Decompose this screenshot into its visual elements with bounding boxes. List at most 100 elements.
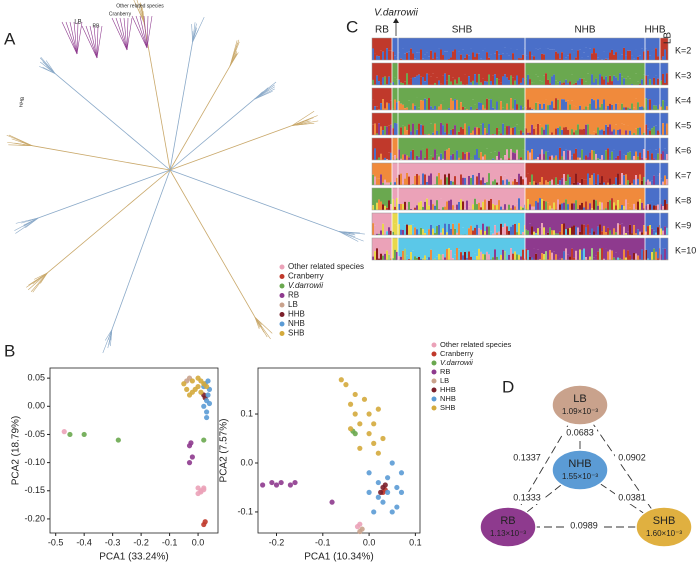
structure-segment (418, 74, 421, 85)
structure-segment (414, 113, 417, 135)
structure-segment (543, 38, 546, 55)
structure-segment (472, 80, 475, 85)
structure-segment (430, 173, 433, 185)
structure-segment (653, 63, 656, 78)
node-diversity: 1.13×10⁻³ (490, 529, 526, 538)
structure-segment (615, 88, 618, 104)
structure-segment (609, 38, 612, 53)
y-tick-label: -0.15 (24, 485, 45, 495)
structure-segment (404, 126, 407, 135)
structure-segment (617, 38, 620, 50)
structure-segment (537, 138, 540, 158)
structure-row (372, 38, 669, 60)
structure-segment (446, 123, 449, 135)
structure-segment (662, 123, 665, 135)
structure-segment (434, 63, 437, 84)
structure-segment (394, 55, 397, 60)
point (273, 482, 280, 488)
structure-segment (380, 113, 383, 127)
structure-segment (514, 251, 517, 260)
structure-segment (549, 49, 552, 60)
structure-segment (482, 123, 485, 135)
point (361, 396, 368, 402)
structure-segment (585, 138, 588, 156)
structure-segment (629, 188, 632, 208)
structure-segment (426, 73, 429, 85)
structure-segment (561, 213, 564, 225)
structure-segment (434, 113, 437, 124)
structure-segment (406, 73, 409, 85)
structure-segment (506, 77, 509, 85)
structure-segment (529, 88, 532, 108)
structure-segment (522, 179, 525, 185)
structure-segment (625, 38, 628, 56)
structure-segment (374, 106, 377, 110)
structure-segment (432, 228, 435, 235)
point (287, 482, 293, 488)
structure-segment (426, 99, 429, 110)
structure-segment (547, 163, 550, 183)
structure-segment (478, 138, 481, 159)
structure-segment (460, 88, 463, 103)
structure-segment (575, 88, 578, 107)
structure-segment (388, 188, 391, 201)
structure-segment (581, 188, 584, 203)
structure-segment (603, 238, 606, 259)
structure-segment (426, 188, 429, 199)
structure-segment (609, 249, 612, 260)
structure-segment (498, 188, 501, 201)
structure-segment (484, 108, 487, 110)
structure-segment (635, 238, 638, 254)
structure-segment (404, 238, 407, 249)
structure-segment (593, 238, 596, 258)
structure-segment (569, 81, 572, 85)
structure-segment (504, 47, 507, 60)
structure-segment (633, 88, 636, 108)
structure-segment (458, 131, 461, 135)
structure-segment (462, 63, 465, 85)
structure-segment (522, 163, 525, 180)
structure-segment (631, 238, 634, 260)
structure-segment (516, 49, 519, 60)
structure-segment (581, 113, 584, 130)
structure-segment (398, 213, 401, 225)
structure-segment (458, 51, 461, 60)
structure-segment (662, 138, 665, 152)
structure-segment (619, 38, 622, 53)
structure-segment (452, 63, 455, 78)
edge-label: 0.1337 (513, 452, 541, 462)
point (375, 494, 381, 500)
structure-segment (561, 99, 564, 110)
structure-segment (502, 107, 505, 110)
structure-segment (456, 99, 459, 110)
structure-segment (394, 213, 397, 224)
structure-segment (480, 82, 483, 85)
structure-segment (555, 177, 558, 185)
structure-segment (527, 173, 530, 185)
structure-segment (651, 228, 654, 235)
structure-segment (571, 188, 574, 204)
structure-segment (660, 63, 663, 81)
structure-segment (466, 238, 469, 258)
structure-segment (597, 63, 600, 85)
structure-segment (651, 138, 654, 154)
structure-segment (569, 104, 572, 110)
structure-segment (470, 48, 473, 60)
structure-segment (460, 174, 463, 185)
structure-segment (645, 138, 648, 159)
tree-leaf (229, 53, 238, 67)
structure-segment (508, 238, 511, 255)
structure-segment (464, 238, 467, 252)
edge-label-bg (567, 520, 601, 532)
structure-segment (520, 63, 523, 83)
structure-segment (577, 50, 580, 60)
structure-segment (666, 106, 669, 110)
structure-segment (418, 238, 421, 257)
structure-segment (547, 232, 550, 235)
structure-segment (422, 229, 425, 235)
structure-segment (621, 188, 624, 205)
structure-segment (571, 238, 574, 249)
structure-segment (583, 113, 586, 129)
structure-segment (482, 188, 485, 202)
structure-segment (599, 213, 602, 225)
